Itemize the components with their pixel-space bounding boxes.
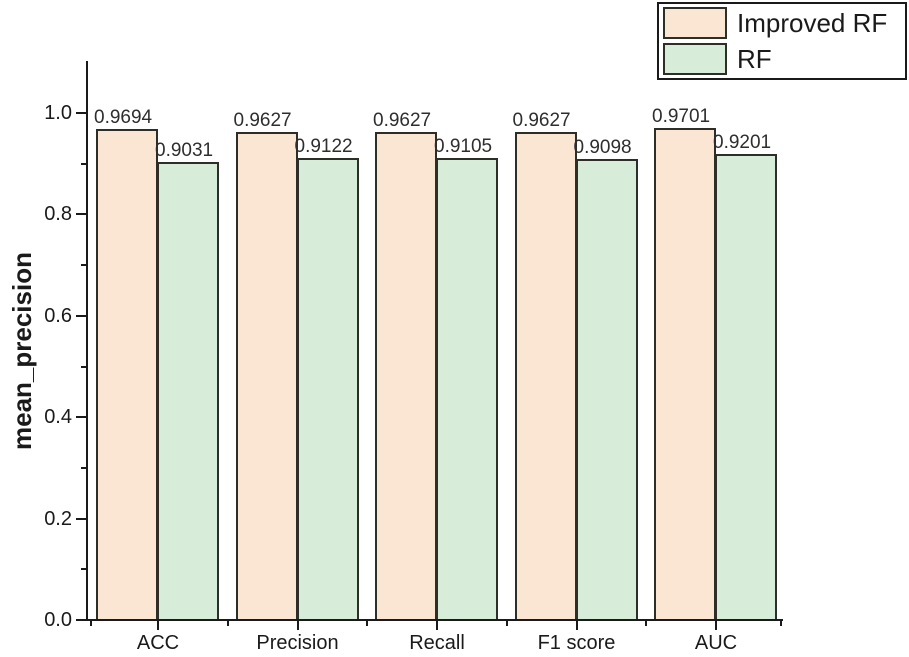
x-major-tick <box>296 620 299 630</box>
bar-rf-recall <box>436 158 498 621</box>
x-minor-tick <box>645 620 648 626</box>
x-tick-label-recall: Recall <box>409 632 465 654</box>
legend-item-improved-rf: Improved RF <box>663 7 905 39</box>
bar-value-label-rf-auc: 0.9201 <box>713 131 772 153</box>
y-major-tick <box>76 314 87 317</box>
bar-rf-precision <box>296 157 359 621</box>
y-axis-line <box>86 61 88 621</box>
y-minor-tick <box>81 568 87 571</box>
y-major-tick <box>76 112 87 114</box>
y-tick-label: 0.4 <box>44 406 72 429</box>
legend: Improved RF RF <box>657 2 907 80</box>
y-major-tick <box>76 213 87 216</box>
legend-swatch-improved-rf <box>663 7 727 39</box>
x-major-tick <box>436 620 438 630</box>
bar-value-label-rf-precision: 0.9122 <box>294 135 353 157</box>
y-tick-label: 0.0 <box>44 609 72 631</box>
x-minor-tick <box>366 620 369 626</box>
y-minor-tick <box>81 264 87 267</box>
bar-value-label-improved-rf-f1-score: 0.9627 <box>512 109 571 131</box>
legend-label-improved-rf: Improved RF <box>737 8 888 38</box>
x-minor-tick <box>226 620 229 626</box>
bar-rf-f1-score <box>575 158 638 621</box>
y-tick-label: 1.0 <box>44 102 72 124</box>
x-tick-label-acc: ACC <box>136 632 180 654</box>
y-major-tick <box>76 517 87 520</box>
y-tick-label: 0.8 <box>44 203 72 226</box>
y-minor-tick <box>81 162 87 165</box>
bar-value-label-improved-rf-auc: 0.9701 <box>652 106 711 128</box>
x-tick-label-precision: Precision <box>256 632 339 654</box>
bar-improved-rf-auc <box>654 128 716 621</box>
x-minor-tick <box>780 620 782 626</box>
bar-value-label-rf-recall: 0.9105 <box>434 136 493 158</box>
y-tick-label: 0.6 <box>44 304 72 327</box>
legend-label-rf: RF <box>737 44 772 74</box>
x-axis-line <box>86 619 783 621</box>
bar-improved-rf-recall <box>375 131 437 621</box>
y-tick-label: 0.2 <box>44 507 72 530</box>
bar-rf-acc <box>157 162 219 621</box>
bar-value-label-improved-rf-acc: 0.9694 <box>94 106 153 128</box>
y-major-tick <box>76 416 87 419</box>
x-major-tick <box>575 620 578 630</box>
bar-improved-rf-f1-score <box>514 131 577 621</box>
bar-value-label-rf-acc: 0.9031 <box>155 140 214 162</box>
bar-improved-rf-acc <box>96 128 158 621</box>
bar-value-label-improved-rf-recall: 0.9627 <box>373 109 432 131</box>
legend-item-rf: RF <box>663 43 905 75</box>
bar-value-label-improved-rf-precision: 0.9627 <box>233 109 292 131</box>
y-major-tick <box>76 619 87 621</box>
x-major-tick <box>157 620 159 630</box>
x-minor-tick <box>505 620 508 626</box>
x-tick-label-auc: AUC <box>694 632 738 654</box>
y-axis-title: mean_precision <box>7 252 37 450</box>
x-tick-label-f1-score: F1 score <box>537 632 616 654</box>
x-minor-tick <box>90 620 92 626</box>
bar-improved-rf-precision <box>235 131 298 621</box>
y-minor-tick <box>81 365 87 368</box>
legend-swatch-rf <box>663 43 727 75</box>
x-major-tick <box>715 620 717 630</box>
bar-rf-auc <box>715 153 777 621</box>
bar-value-label-rf-f1-score: 0.9098 <box>573 136 632 158</box>
y-minor-tick <box>81 466 87 469</box>
